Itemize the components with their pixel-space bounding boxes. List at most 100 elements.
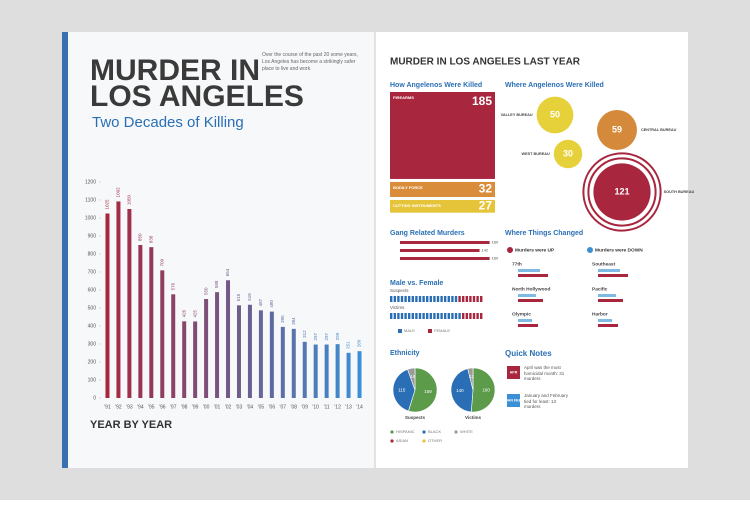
bureau-label: VALLEY BUREAU bbox=[501, 113, 533, 117]
person-icon bbox=[451, 313, 454, 319]
x-tick-label: '04 bbox=[247, 404, 254, 410]
bureau-value: 50 bbox=[550, 109, 560, 119]
legend-swatch bbox=[398, 329, 402, 333]
x-tick-label: '92 bbox=[115, 404, 122, 410]
bureau-value: 30 bbox=[563, 148, 573, 158]
x-tick-label: '02 bbox=[225, 404, 232, 410]
district: Southeast bbox=[592, 261, 616, 267]
intro-box: Over the course of the past 20 some year… bbox=[262, 52, 358, 72]
value-label: 515 bbox=[236, 293, 241, 301]
change-bar bbox=[598, 274, 628, 277]
district: 77th bbox=[512, 261, 522, 267]
value-label: 1050 bbox=[127, 194, 132, 205]
change-bar bbox=[598, 319, 612, 322]
method-block bbox=[390, 199, 495, 213]
gender-row: Victims bbox=[390, 305, 405, 310]
x-tick-label: '11 bbox=[324, 404, 330, 410]
change-bar bbox=[598, 269, 620, 272]
bureau-ring bbox=[582, 152, 662, 232]
bar bbox=[280, 326, 285, 398]
legend-swatch bbox=[454, 430, 458, 434]
change-heading: Murders were DOWN bbox=[595, 247, 643, 253]
y-tick-label: 200 bbox=[88, 359, 97, 365]
note-box: January and February tied for least: 13 … bbox=[524, 393, 569, 409]
section-title: Ethnicity bbox=[390, 350, 420, 357]
legend-label: OTHER bbox=[428, 438, 442, 443]
value-label: 395 bbox=[280, 315, 285, 323]
change-bar bbox=[518, 319, 532, 322]
change-bar bbox=[598, 294, 616, 297]
slice-label: 159 bbox=[424, 389, 432, 394]
legend-swatch bbox=[422, 430, 426, 434]
title-line: MURDER IN bbox=[90, 54, 260, 87]
y-tick-label: 900 bbox=[88, 233, 97, 239]
value-label: 297 bbox=[313, 333, 318, 341]
pie-slice bbox=[467, 367, 474, 391]
method-label: CUTTING INSTRUMENTS bbox=[393, 203, 441, 208]
bureau-label: SOUTH BUREAU bbox=[664, 190, 695, 194]
slice-label: 160 bbox=[482, 388, 490, 393]
slice-label: 16 bbox=[410, 374, 416, 379]
legend-label: WHITE bbox=[460, 429, 473, 434]
person-icon bbox=[472, 296, 476, 302]
value-label: 487 bbox=[258, 298, 263, 306]
right-title: MURDER IN LOS ANGELES LAST YEAR bbox=[390, 57, 581, 68]
x-tick-label: '03 bbox=[236, 404, 243, 410]
x-tick-label: '12 bbox=[334, 404, 341, 410]
change-bar bbox=[518, 269, 540, 272]
value-label: 384 bbox=[291, 317, 296, 325]
change-heading: Murders were UP bbox=[515, 247, 555, 253]
gang-value: 160 bbox=[492, 240, 499, 245]
value-label: 709 bbox=[159, 258, 164, 266]
legend-swatch bbox=[390, 430, 394, 434]
method-label: FIREARMS bbox=[393, 95, 414, 100]
legend-label: MALE bbox=[404, 328, 415, 333]
person-icon bbox=[472, 313, 476, 319]
bureau-value: 59 bbox=[612, 124, 622, 134]
person-icon bbox=[444, 296, 447, 302]
bar bbox=[313, 344, 318, 398]
x-tick-label: '05 bbox=[258, 404, 265, 410]
method-value: 27 bbox=[479, 199, 493, 213]
person-icon bbox=[440, 296, 443, 302]
note-text: January and February tied for least: 13 … bbox=[524, 393, 569, 409]
bar bbox=[160, 270, 165, 398]
note-icon bbox=[507, 394, 520, 407]
page-edge bbox=[62, 32, 68, 468]
bar bbox=[105, 213, 110, 398]
badge bbox=[507, 247, 513, 253]
slice-label: 140 bbox=[456, 388, 464, 393]
x-tick-label: '91 bbox=[104, 404, 111, 410]
title-line: LOS ANGELES bbox=[90, 80, 304, 113]
person-icon bbox=[444, 313, 447, 319]
bar bbox=[182, 321, 187, 398]
bar bbox=[171, 294, 176, 398]
method-block bbox=[390, 181, 495, 197]
x-tick-label: '93 bbox=[126, 404, 133, 410]
notes-title: Quick Notes bbox=[505, 349, 552, 358]
person-icon bbox=[440, 313, 443, 319]
person-icon bbox=[458, 313, 461, 319]
legend-label: HISPANIC bbox=[396, 429, 415, 434]
gang-value: 160 bbox=[492, 256, 499, 261]
y-tick-label: 0 bbox=[93, 395, 96, 401]
person-icon bbox=[422, 313, 425, 319]
section-title: Where Angelenos Were Killed bbox=[505, 82, 604, 89]
gender-row: Suspects bbox=[390, 288, 409, 293]
person-icon bbox=[462, 296, 465, 302]
intro: Over the course of the past 20 some year… bbox=[262, 52, 358, 72]
x-tick-label: '96 bbox=[159, 404, 166, 410]
person-icon bbox=[404, 296, 407, 302]
person-icon bbox=[400, 313, 404, 319]
change-bar bbox=[518, 294, 536, 297]
x-tick-label: '14 bbox=[356, 404, 363, 410]
value-label: 299 bbox=[335, 332, 340, 340]
person-icon bbox=[447, 296, 450, 302]
person-icon bbox=[390, 296, 393, 302]
note-box: April was the most homicidal month: 31 m… bbox=[524, 365, 564, 381]
method-label: BODILY FORCE bbox=[393, 185, 423, 190]
x-tick-label: '00 bbox=[203, 404, 210, 410]
legend-label: ASIAN bbox=[396, 438, 408, 443]
person-icon bbox=[408, 296, 411, 302]
